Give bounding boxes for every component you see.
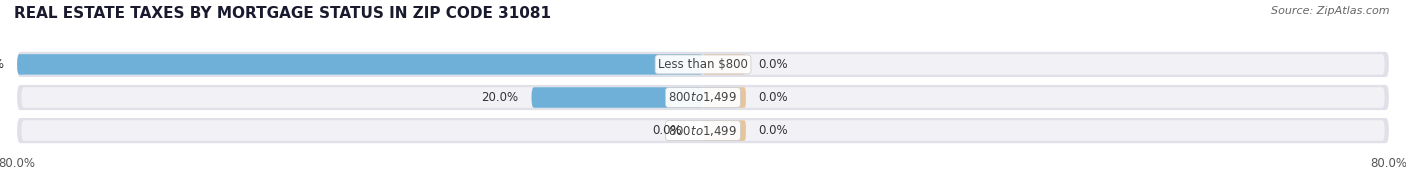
Text: Source: ZipAtlas.com: Source: ZipAtlas.com [1271,6,1389,16]
FancyBboxPatch shape [21,87,1385,108]
Text: Less than $800: Less than $800 [658,58,748,71]
FancyBboxPatch shape [703,87,745,108]
Text: 0.0%: 0.0% [652,124,682,137]
FancyBboxPatch shape [703,120,745,141]
Text: 0.0%: 0.0% [759,91,789,104]
Text: REAL ESTATE TAXES BY MORTGAGE STATUS IN ZIP CODE 31081: REAL ESTATE TAXES BY MORTGAGE STATUS IN … [14,6,551,21]
Text: 0.0%: 0.0% [759,58,789,71]
FancyBboxPatch shape [17,85,1389,110]
Text: 80.0%: 80.0% [0,58,4,71]
FancyBboxPatch shape [17,118,1389,143]
FancyBboxPatch shape [21,120,1385,141]
FancyBboxPatch shape [17,54,703,75]
FancyBboxPatch shape [531,87,703,108]
FancyBboxPatch shape [17,52,1389,77]
Text: 20.0%: 20.0% [481,91,519,104]
FancyBboxPatch shape [703,54,745,75]
Text: $800 to $1,499: $800 to $1,499 [668,124,738,138]
FancyBboxPatch shape [21,54,1385,75]
Text: $800 to $1,499: $800 to $1,499 [668,90,738,105]
Text: 0.0%: 0.0% [759,124,789,137]
